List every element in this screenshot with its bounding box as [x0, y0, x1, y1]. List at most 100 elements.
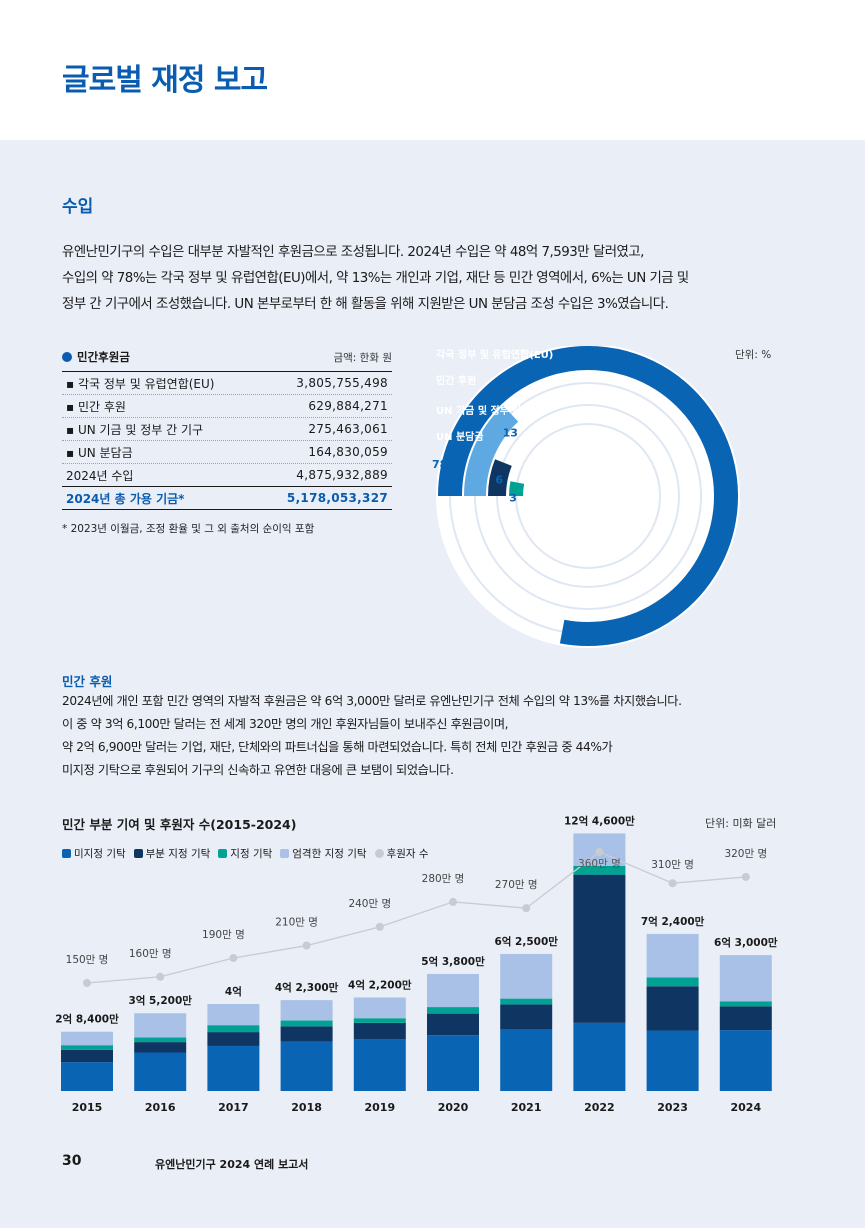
- donor-label: 320만 명: [724, 848, 767, 860]
- bar-total-label: 12억 4,600만: [564, 814, 635, 827]
- legend-item: 지정 기탁: [218, 846, 272, 861]
- bar-segment: [427, 1007, 479, 1014]
- donor-label: 270만 명: [495, 879, 538, 891]
- bar-total-label: 4억 2,300만: [275, 981, 339, 994]
- private-paragraph: 2024년에 개인 포함 민간 영역의 자발적 후원금은 약 6억 3,000만…: [62, 690, 822, 782]
- bar-segment: [719, 1001, 772, 1007]
- donor-point: [302, 941, 311, 950]
- bar-segment: [134, 1042, 187, 1053]
- donut-arc: [438, 346, 738, 646]
- page-title: 글로벌 재정 보고: [62, 63, 268, 98]
- x-tick-label: 2024: [730, 1101, 761, 1114]
- bar-total-label: 5억 3,800만: [421, 955, 485, 968]
- page-header: 글로벌 재정 보고: [0, 0, 865, 140]
- bar-segment: [280, 1020, 333, 1027]
- row-label: ▪ UN 분담금: [66, 445, 133, 460]
- bar-segment: [280, 1026, 333, 1042]
- private-contribution-chart: 2억 8,400만 2015 3억 5,200만 2016 4억 2017 4억 2,300…: [55, 814, 778, 1114]
- donut-ring-label: 각국 정부 및 유럽연합(EU): [436, 348, 553, 361]
- legend-item: 엄격한 지정 기탁: [280, 846, 367, 861]
- chart-legend: 미지정 기탁 부분 지정 기탁 지정 기탁 엄격한 지정 기탁 후원자 수: [62, 846, 437, 861]
- table-row: ▪ 민간 후원 629,884,271: [62, 395, 392, 418]
- bar-segment: [719, 1006, 772, 1031]
- donut-value-label: 3: [509, 492, 517, 505]
- bar-segment: [500, 1004, 553, 1030]
- bar-segment: [61, 1031, 113, 1046]
- chart-title: 민간 부분 기여 및 후원자 수(2015-2024): [62, 817, 297, 832]
- chart-unit: 단위: 미화 달러: [705, 817, 777, 830]
- bar-segment: [719, 955, 772, 1002]
- legend-swatch: [218, 849, 228, 858]
- bullet-dot-icon: [62, 352, 72, 362]
- x-tick-label: 2017: [218, 1101, 249, 1114]
- report-name: 유엔난민기구 2024 연례 보고서: [155, 1158, 309, 1171]
- legend-swatch: [374, 849, 384, 858]
- bar-total-label: 2억 8,400만: [55, 1013, 119, 1026]
- donor-point: [668, 879, 677, 888]
- bar-segment: [353, 1018, 406, 1023]
- bar-total-label: 3억 5,200만: [128, 994, 192, 1007]
- bar-segment: [134, 1037, 187, 1043]
- bar-segment: [134, 1013, 187, 1038]
- row-amount: 275,463,061: [308, 422, 388, 436]
- donor-label: 210만 명: [275, 917, 318, 929]
- bar-segment: [207, 1003, 260, 1026]
- donor-point: [449, 897, 457, 906]
- bar-segment: [207, 1032, 260, 1046]
- row-amount: 164,830,059: [308, 445, 388, 459]
- legend-label: 지정 기탁: [230, 848, 273, 860]
- legend-label: 후원자 수: [386, 848, 429, 860]
- table-row-total: 2024년 총 가용 기금* 5,178,053,327: [62, 487, 392, 510]
- table-row-year: 2024년 수입 4,875,932,889: [62, 464, 392, 487]
- bar-total-label: 6억 2,500만: [494, 935, 558, 948]
- row-label: 2024년 수입: [66, 468, 134, 483]
- bar-segment: [573, 874, 626, 1023]
- bar-segment: [573, 1022, 626, 1091]
- bar-total-label: 6억 3,000만: [714, 936, 778, 949]
- intro-line: 유엔난민기구의 수입은 대부분 자발적인 후원금으로 조성됩니다. 2024년 …: [62, 245, 644, 260]
- bar-segment: [280, 1041, 333, 1091]
- bar-segment: [353, 1039, 406, 1091]
- table-row: ▪ UN 기금 및 정부 간 기구 275,463,061: [62, 418, 392, 441]
- bar-total-label: 7억 2,400만: [641, 915, 705, 928]
- table-row: ▪ 각국 정부 및 유럽연합(EU) 3,805,755,498: [62, 372, 392, 395]
- income-table: 민간후원금 금액: 한화 원 ▪ 각국 정부 및 유럽연합(EU) 3,805,7…: [62, 346, 392, 510]
- row-amount: 629,884,271: [308, 399, 388, 413]
- bar-segment: [427, 973, 479, 1008]
- legend-swatch: [280, 849, 290, 858]
- legend-swatch: [62, 849, 71, 858]
- bar-segment: [353, 1022, 406, 1040]
- bar-segment: [353, 997, 406, 1019]
- donor-point: [156, 972, 165, 981]
- legend-label: 미지정 기탁: [74, 848, 126, 860]
- private-title: 민간 후원: [62, 674, 113, 689]
- x-tick-label: 2015: [72, 1101, 103, 1114]
- bar-segment: [646, 1030, 699, 1091]
- donor-point: [375, 922, 384, 931]
- section-title: 수입: [62, 197, 94, 217]
- legend-item: 미지정 기탁: [62, 846, 126, 861]
- legend-label: 엄격한 지정 기탁: [292, 848, 367, 860]
- legend-swatch: [133, 849, 143, 858]
- donor-point: [229, 954, 238, 963]
- row-label: ▪ 민간 후원: [66, 399, 126, 414]
- bar-segment: [719, 1030, 772, 1091]
- legend-item: 후원자 수: [374, 846, 429, 861]
- donor-label: 310만 명: [651, 859, 694, 871]
- bar-segment: [61, 1062, 113, 1091]
- donut-unit: 단위: %: [735, 349, 772, 361]
- donor-label: 280만 명: [422, 873, 465, 885]
- donor-label: 360만 명: [578, 858, 621, 870]
- intro-paragraph: 유엔난민기구의 수입은 대부분 자발적인 후원금으로 조성됩니다. 2024년 …: [62, 240, 822, 318]
- donor-point: [522, 904, 531, 913]
- private-line: 이 중 약 3억 6,100만 달러는 전 세계 320만 명의 개인 후원자님…: [62, 717, 509, 731]
- x-tick-label: 2022: [584, 1101, 615, 1114]
- table-title: 민간후원금: [77, 350, 130, 364]
- row-amount: 4,875,932,889: [296, 468, 388, 482]
- row-label: ▪ UN 기금 및 정부 간 기구: [66, 422, 204, 437]
- donut-ring-label: UN 분담금: [436, 430, 484, 443]
- page-number: 30: [62, 1153, 82, 1169]
- bar-segment: [61, 1049, 113, 1063]
- row-label: ▪ 각국 정부 및 유럽연합(EU): [66, 376, 215, 391]
- donor-line: [86, 851, 746, 984]
